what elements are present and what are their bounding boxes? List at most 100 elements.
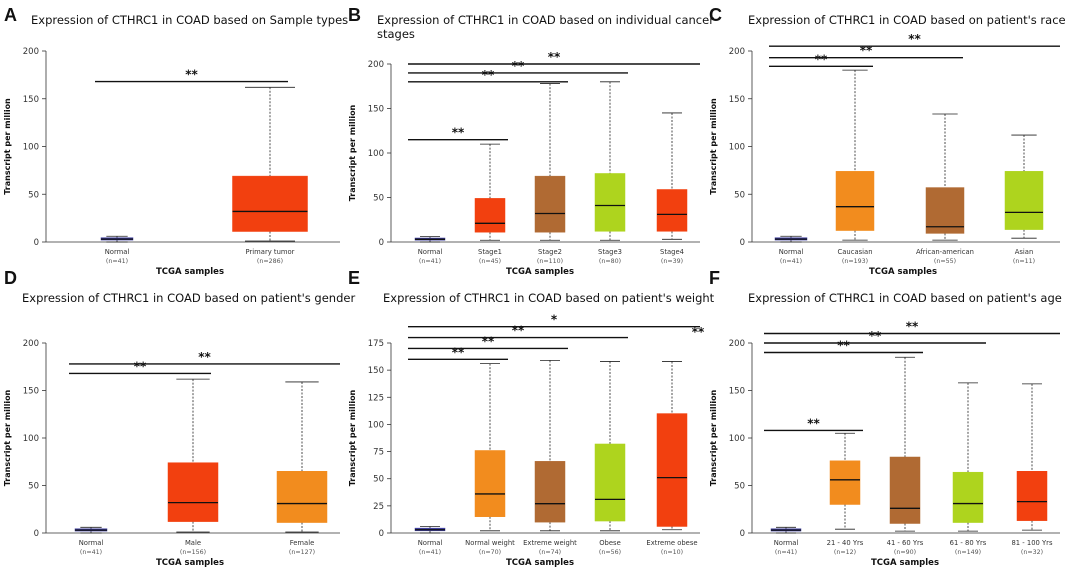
box-stage1 <box>474 143 506 241</box>
box-iqr <box>889 456 921 524</box>
y-tick-label: 150 <box>729 95 745 105</box>
y-tick-label: 100 <box>368 420 384 430</box>
y-tick-label: 25 <box>373 502 384 512</box>
box-female <box>276 381 328 533</box>
y-tick-label: 125 <box>368 393 384 403</box>
x-tick-label: Male <box>185 539 201 547</box>
sample-size-label: (n=11) <box>1013 258 1035 265</box>
y-tick-label: 0 <box>740 529 745 539</box>
box-iqr <box>656 413 688 527</box>
box-stage3 <box>594 81 626 241</box>
significance-stars: ** <box>512 324 525 338</box>
box-iqr <box>1004 171 1044 230</box>
significance-stars: ** <box>482 334 495 348</box>
significance-stars: ** <box>452 345 465 359</box>
box-extreme-obese <box>656 361 688 531</box>
panel-e: E Expression of CTHRC1 in COAD based on p… <box>348 268 715 568</box>
sample-size-label: (n=56) <box>599 549 621 556</box>
box-normal-weight <box>474 363 506 532</box>
x-tick-label: Normal <box>779 248 804 256</box>
sample-size-label: (n=80) <box>599 258 621 265</box>
sample-size-label: (n=41) <box>419 549 441 556</box>
y-tick-label: 150 <box>729 387 745 397</box>
y-tick-label: 50 <box>734 482 745 492</box>
sample-size-label: (n=90) <box>894 549 916 556</box>
box-iqr <box>474 450 506 517</box>
chart-title: Expression of CTHRC1 in COAD based on in… <box>377 13 714 27</box>
x-tick-label: Stage2 <box>538 248 562 256</box>
box-41-60-yrs <box>889 356 921 532</box>
x-tick-label: Extreme weight <box>523 539 577 547</box>
sample-size-label: (n=110) <box>537 258 563 265</box>
x-tick-label: Obese <box>599 539 621 547</box>
chart-title: stages <box>377 27 415 41</box>
sample-size-label: (n=41) <box>780 258 802 265</box>
sample-size-label: (n=74) <box>539 549 561 556</box>
x-tick-label: Normal <box>418 248 443 256</box>
box-iqr <box>835 171 875 231</box>
y-axis-label: Transcript per million <box>348 389 357 486</box>
panel-letter: C <box>709 5 722 25</box>
y-tick-label: 100 <box>368 149 384 159</box>
x-tick-label: Normal weight <box>465 539 515 547</box>
y-tick-label: 0 <box>379 529 384 539</box>
significance-stars: ** <box>452 126 465 140</box>
box-iqr <box>594 443 626 522</box>
y-axis-label: Transcript per million <box>348 104 357 201</box>
panel-letter: F <box>709 268 720 288</box>
y-tick-label: 200 <box>368 60 384 70</box>
significance-stars: ** <box>908 32 921 46</box>
significance-stars: ** <box>906 320 919 334</box>
box-iqr <box>534 175 566 233</box>
significance-stars: ** <box>815 52 828 66</box>
chart-title: Expression of CTHRC1 in COAD based on pa… <box>22 291 355 305</box>
panel-letter: B <box>348 5 361 25</box>
significance-stars: ** <box>548 50 561 64</box>
panel-d: D Expression of CTHRC1 in COAD based on p… <box>3 268 355 568</box>
y-tick-label: 0 <box>379 238 384 248</box>
y-tick-label: 150 <box>368 366 384 376</box>
x-tick-label: Stage3 <box>598 248 622 256</box>
y-tick-label: 175 <box>368 339 384 349</box>
x-tick-label: 41 - 60 Yrs <box>887 539 924 547</box>
significance-stars-extra: ** <box>692 325 705 339</box>
sample-size-label: (n=39) <box>661 258 683 265</box>
x-tick-label: Caucasian <box>837 248 872 256</box>
x-axis-label: TCGA samples <box>506 558 574 568</box>
x-tick-label: African-american <box>916 248 974 256</box>
box-stage2 <box>534 83 566 241</box>
box-primary-tumor <box>232 86 308 242</box>
y-tick-label: 200 <box>729 47 745 57</box>
y-tick-label: 50 <box>373 194 384 204</box>
chart-title: Expression of CTHRC1 in COAD based on Sa… <box>31 13 348 27</box>
box-stage4 <box>656 112 688 240</box>
x-axis-label: TCGA samples <box>156 558 224 568</box>
box-male <box>167 378 219 533</box>
x-tick-label: Normal <box>418 539 443 547</box>
y-axis-label: Transcript per million <box>709 389 718 486</box>
chart-title: Expression of CTHRC1 in COAD based on pa… <box>748 291 1062 305</box>
y-tick-label: 50 <box>734 190 745 200</box>
box-iqr <box>952 471 984 523</box>
panel-c: C Expression of CTHRC1 in COAD based on p… <box>709 5 1065 277</box>
box-iqr <box>1016 471 1048 521</box>
x-axis-label: TCGA samples <box>871 558 939 568</box>
y-tick-label: 100 <box>729 143 745 153</box>
y-tick-label: 150 <box>23 387 39 397</box>
y-axis-label: Transcript per million <box>3 389 12 486</box>
box-iqr <box>232 175 308 232</box>
y-tick-label: 0 <box>740 238 745 248</box>
box-caucasian <box>835 69 875 241</box>
box-iqr <box>829 460 861 505</box>
x-tick-label: Primary tumor <box>246 248 295 256</box>
chart-title: Expression of CTHRC1 in COAD based on pa… <box>383 291 715 305</box>
y-tick-label: 100 <box>729 434 745 444</box>
box-iqr <box>594 173 626 232</box>
sample-size-label: (n=70) <box>479 549 501 556</box>
box-obese <box>594 361 626 532</box>
sample-size-label: (n=41) <box>419 258 441 265</box>
y-tick-label: 200 <box>23 47 39 57</box>
y-tick-label: 100 <box>23 143 39 153</box>
sample-size-label: (n=41) <box>775 549 797 556</box>
x-tick-label: 21 - 40 Yrs <box>827 539 864 547</box>
